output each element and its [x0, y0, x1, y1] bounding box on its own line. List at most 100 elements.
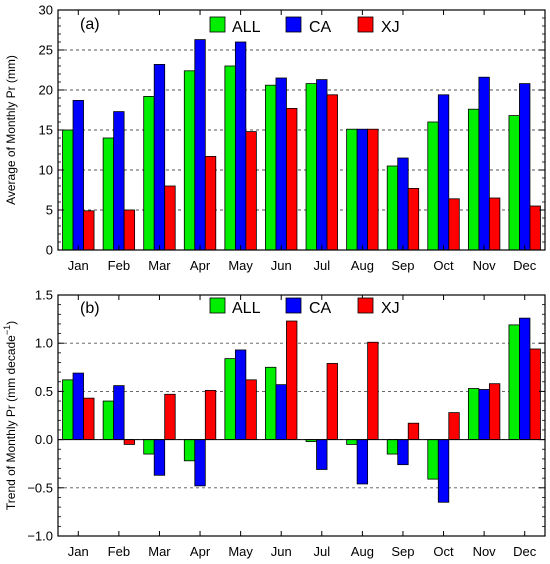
bar-all-aug [346, 439, 358, 445]
bar-xj-mar [164, 393, 176, 440]
bar-xj-may [245, 131, 257, 251]
bar-ca-may [234, 41, 247, 251]
bar-ca-may [234, 349, 247, 440]
bar-ca-sep [397, 157, 409, 251]
legend-label-all: ALL [232, 300, 261, 317]
x-tick-label-sep: Sep [391, 544, 414, 559]
y-tick-label: 0 [46, 243, 53, 258]
bar-all-feb [102, 137, 115, 251]
bar-xj-jan [83, 397, 95, 441]
y-tick-label: 0.0 [35, 432, 53, 447]
bar-ca-feb [113, 385, 125, 440]
panel-label: (a) [80, 16, 100, 33]
bar-all-jul [305, 83, 317, 251]
bar-xj-feb [123, 209, 136, 251]
y-axis-title: Average of Monthly Pr (mm) [4, 55, 18, 205]
bar-xj-oct [448, 198, 460, 251]
bar-all-oct [427, 121, 439, 251]
bar-all-apr [183, 439, 196, 462]
bar-xj-nov [488, 383, 501, 440]
y-tick-label: 0.5 [35, 384, 53, 399]
bar-ca-feb [113, 111, 125, 251]
x-tick-label-feb: Feb [108, 258, 130, 273]
bar-ca-jun [275, 384, 287, 441]
x-tick-label-oct: Oct [433, 544, 454, 559]
bar-ca-nov [478, 76, 490, 251]
bar-all-dec [508, 115, 520, 251]
bar-ca-sep [397, 439, 409, 466]
bar-ca-jan [72, 372, 84, 441]
y-tick-label: 1.0 [35, 336, 53, 351]
x-tick-label-mar: Mar [148, 544, 171, 559]
legend-label-ca: CA [309, 19, 332, 36]
bar-ca-apr [194, 39, 206, 251]
bar-ca-aug [356, 128, 369, 251]
bar-xj-nov [488, 197, 501, 251]
bar-ca-oct [437, 94, 450, 251]
y-tick-label: 15 [39, 123, 53, 138]
x-tick-label-nov: Nov [473, 258, 497, 273]
bar-xj-apr [204, 155, 217, 251]
bar-xj-aug [367, 128, 379, 251]
x-tick-label-oct: Oct [433, 258, 454, 273]
x-tick-label-mar: Mar [148, 258, 171, 273]
bar-all-mar [143, 96, 155, 251]
x-tick-label-jun: Jun [271, 544, 292, 559]
bar-all-mar [143, 439, 155, 455]
legend-swatch-all [209, 16, 226, 33]
bar-ca-apr [194, 439, 206, 487]
y-tick-label: −1.0 [27, 529, 53, 544]
bar-all-feb [102, 400, 115, 441]
bar-all-nov [467, 388, 480, 440]
x-tick-label-dec: Dec [513, 258, 537, 273]
bar-xj-oct [448, 412, 460, 441]
bar-xj-feb [123, 439, 136, 445]
y-tick-label: 5 [46, 203, 53, 218]
x-tick-label-nov: Nov [473, 544, 497, 559]
y-tick-label: 1.5 [35, 288, 53, 303]
legend-swatch-ca [285, 297, 302, 314]
x-tick-label-apr: Apr [190, 544, 211, 559]
bar-all-jan [62, 379, 74, 441]
legend-swatch-xj [357, 16, 374, 33]
legend-swatch-xj [357, 297, 374, 314]
bar-ca-mar [153, 439, 166, 476]
x-tick-label-may: May [228, 258, 253, 273]
panel-label: (b) [80, 300, 100, 317]
legend-swatch-ca [285, 16, 302, 33]
bar-all-may [224, 65, 236, 251]
x-tick-label-may: May [228, 544, 253, 559]
bar-xj-sep [407, 422, 420, 441]
bar-xj-jul [326, 363, 338, 440]
y-tick-label: 10 [39, 163, 53, 178]
bar-xj-jul [326, 94, 338, 251]
y-tick-label: 20 [39, 83, 53, 98]
bar-ca-jul [316, 79, 328, 251]
legend-label-xj: XJ [381, 300, 400, 317]
chart-panel-0: 0 5 10 15 20 25 30 Jan Feb Mar Apr May Jun Jul Aug Sep O… [4, 3, 546, 273]
legend-label-xj: XJ [381, 19, 400, 36]
x-tick-label-jan: Jan [68, 258, 89, 273]
bar-all-oct [427, 439, 439, 480]
bar-xj-jun [286, 320, 298, 441]
x-tick-label-apr: Apr [190, 258, 211, 273]
bar-xj-apr [204, 390, 217, 441]
chart-panel-1: −1.0 −0.5 0.0 0.5 1.0 1.5 Jan Feb Mar Apr May Jun Ju… [2, 288, 546, 559]
bar-xj-mar [164, 185, 176, 251]
legend-swatch-all [209, 297, 226, 314]
y-tick-label: −0.5 [27, 480, 53, 495]
bar-ca-jun [275, 77, 287, 251]
bar-ca-aug [356, 439, 369, 485]
x-tick-label-feb: Feb [108, 544, 130, 559]
x-tick-label-jul: Jul [313, 258, 330, 273]
bar-xj-may [245, 379, 257, 441]
bar-xj-dec [529, 348, 541, 441]
bar-all-dec [508, 324, 520, 441]
bar-all-sep [386, 439, 399, 455]
y-axis-title: Trend of Monthly Pr (mm decade−1) [2, 321, 18, 510]
bar-all-nov [467, 108, 480, 251]
bar-ca-nov [478, 389, 490, 440]
bar-all-sep [386, 165, 399, 251]
x-tick-label-jan: Jan [68, 544, 89, 559]
